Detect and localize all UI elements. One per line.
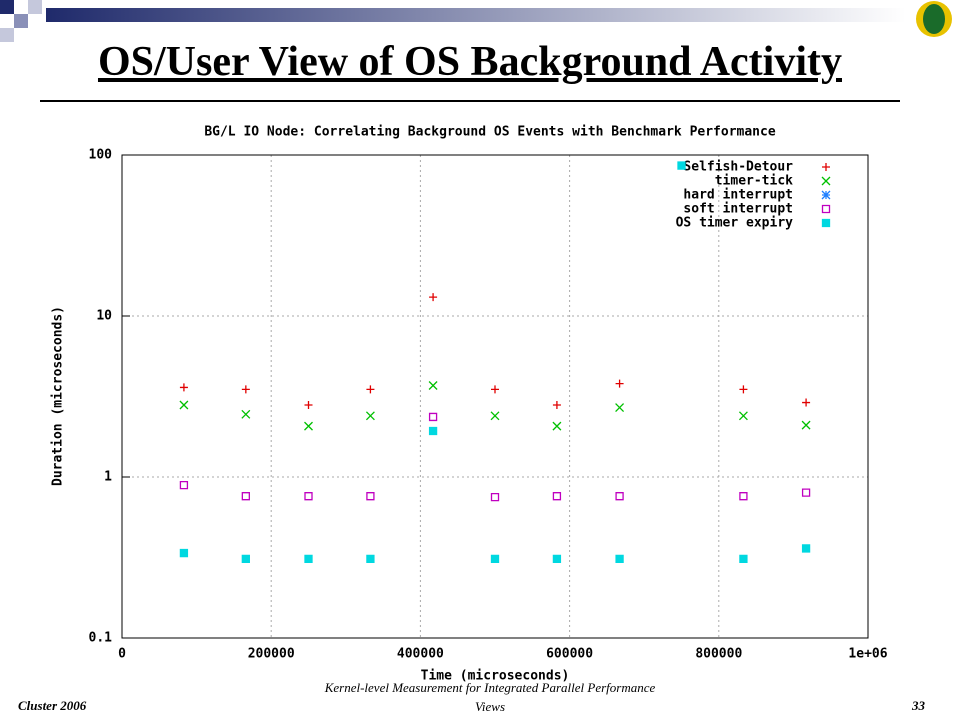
point (304, 401, 313, 410)
point (801, 488, 811, 497)
point (615, 403, 625, 413)
point (801, 544, 811, 553)
point (491, 385, 499, 394)
x-tick-label: 0 (118, 647, 126, 662)
legend-marker (822, 163, 830, 171)
x-axis-label: Time (microseconds) (421, 669, 570, 684)
point (677, 161, 686, 170)
legend-label: timer-tick (715, 174, 793, 189)
point (552, 421, 562, 431)
y-tick-label: 1 (104, 470, 112, 485)
footer-left: Cluster 2006 (18, 698, 87, 713)
point (304, 492, 313, 501)
legend-marker (821, 218, 831, 228)
point (490, 411, 500, 421)
x-tick-label: 600000 (546, 647, 593, 662)
point (179, 480, 189, 490)
point (241, 492, 250, 501)
page-number: 33 (912, 698, 925, 713)
point (241, 554, 250, 564)
deco (0, 0, 14, 14)
legend-marker (821, 176, 831, 186)
point (802, 398, 811, 407)
point (366, 385, 375, 394)
slide-title: OS/User View of OS Background Activity (97, 39, 842, 85)
plot-frame (121, 154, 869, 639)
point (241, 385, 250, 394)
x-tick-label: 800000 (695, 647, 742, 662)
point (241, 409, 251, 419)
point (615, 492, 624, 501)
point (429, 293, 438, 302)
point (739, 554, 748, 564)
point (738, 411, 748, 421)
x-tick-label: 200000 (248, 647, 295, 662)
point (552, 401, 561, 410)
logo (923, 4, 945, 34)
point (179, 383, 188, 392)
point (490, 492, 500, 502)
chart-title: BG/L IO Node: Correlating Background OS … (204, 125, 776, 140)
legend-label: hard interrupt (683, 188, 793, 203)
point (179, 400, 189, 410)
title-rule (40, 100, 900, 102)
point (615, 554, 624, 564)
footer-center: Kernel-level Measurement for Integrated … (324, 680, 656, 714)
point (428, 412, 438, 422)
point (304, 421, 313, 431)
header-bar (46, 8, 906, 22)
point (366, 492, 375, 501)
point (552, 492, 562, 501)
point (304, 554, 313, 564)
deco (28, 0, 42, 14)
legend-marker (821, 190, 831, 200)
deco (0, 28, 14, 42)
x-tick-label: 1e+06 (848, 647, 887, 662)
point (179, 548, 189, 558)
point (490, 554, 500, 564)
y-tick-label: 10 (96, 309, 112, 324)
point (365, 411, 375, 421)
y-axis-label: Duration (microseconds) (51, 306, 66, 486)
point (552, 554, 562, 564)
legend-label: OS timer expiry (676, 216, 794, 231)
point (428, 381, 438, 390)
point (739, 492, 748, 501)
y-tick-label: 100 (89, 148, 113, 163)
point (428, 426, 438, 436)
point (366, 554, 375, 564)
point (615, 379, 624, 388)
point (801, 420, 811, 430)
x-tick-label: 400000 (397, 647, 444, 662)
y-tick-label: 0.1 (89, 631, 113, 646)
point (739, 385, 748, 394)
deco (14, 14, 28, 28)
legend-label: soft interrupt (683, 202, 793, 217)
legend-marker (821, 204, 831, 214)
legend-label: Selfish-Detour (683, 160, 793, 175)
